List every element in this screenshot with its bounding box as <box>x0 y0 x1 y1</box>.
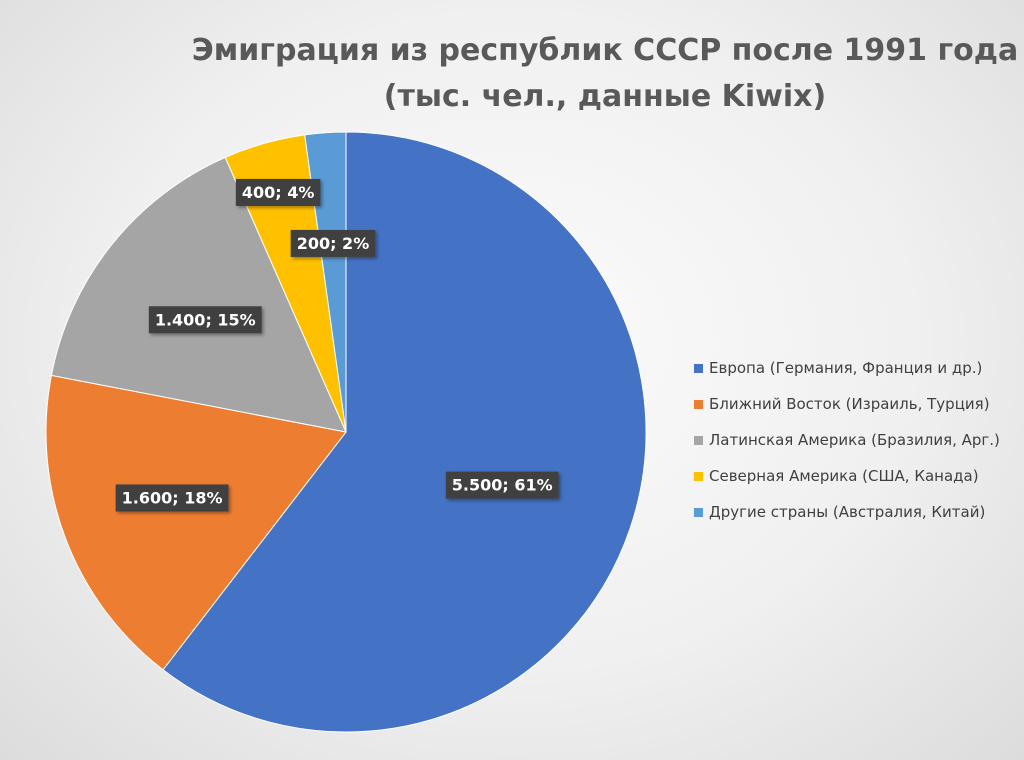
data-label-box <box>445 471 559 499</box>
pie-slice-5 <box>304 131 347 433</box>
pie-slice-3 <box>50 156 347 433</box>
legend-item-4: Северная Америка (США, Канада) <box>694 458 1000 494</box>
legend-label: Латинская Америка (Бразилия, Арг.) <box>709 431 1000 449</box>
data-label-box <box>148 306 262 334</box>
legend-label: Европа (Германия, Франция и др.) <box>709 359 983 377</box>
pie-slice-2 <box>45 374 347 671</box>
chart-title-line-2: (тыс. чел., данные Kiwix) <box>383 79 827 114</box>
pie-slice-1 <box>162 131 647 733</box>
legend-label: Ближний Восток (Израиль, Турция) <box>709 395 990 413</box>
pie-data-labels: 5.500; 61% 1.600; 18% 1.400; 15% 400; 4% 200… <box>115 178 559 512</box>
legend-swatch <box>694 471 703 481</box>
pie-slices <box>45 131 647 733</box>
legend-swatch <box>694 507 703 517</box>
data-label-1: 5.500; 61% <box>445 471 559 499</box>
legend-label: Северная Америка (США, Канада) <box>709 467 979 485</box>
data-label-2: 1.600; 18% <box>115 484 229 512</box>
data-label-3: 1.400; 15% <box>148 306 262 334</box>
legend: Европа (Германия, Франция и др.) Ближний … <box>694 350 1000 530</box>
legend-item-5: Другие страны (Австралия, Китай) <box>694 494 1000 530</box>
legend-item-2: Ближний Восток (Израиль, Турция) <box>694 386 1000 422</box>
data-label-4: 400; 4% <box>235 178 321 206</box>
chart-title: Эмиграция из республик СССР после 1991 г… <box>190 28 1020 120</box>
legend-swatch <box>694 399 703 409</box>
data-label-text: 200; 2% <box>297 234 370 253</box>
data-label-text: 400; 4% <box>242 183 315 202</box>
data-label-text: 1.400; 15% <box>155 310 256 329</box>
data-label-box <box>115 484 229 512</box>
data-label-text: 1.600; 18% <box>122 488 223 507</box>
legend-item-3: Латинская Америка (Бразилия, Арг.) <box>694 422 1000 458</box>
data-label-box <box>290 229 376 257</box>
legend-swatch <box>694 363 703 373</box>
data-label-box <box>235 178 321 206</box>
legend-item-1: Европа (Германия, Франция и др.) <box>694 350 1000 386</box>
data-label-5: 200; 2% <box>290 229 376 257</box>
data-label-text: 5.500; 61% <box>452 476 553 495</box>
legend-label: Другие страны (Австралия, Китай) <box>709 503 986 521</box>
chart-title-line-1: Эмиграция из республик СССР после 1991 г… <box>191 33 1019 68</box>
legend-swatch <box>694 435 703 445</box>
